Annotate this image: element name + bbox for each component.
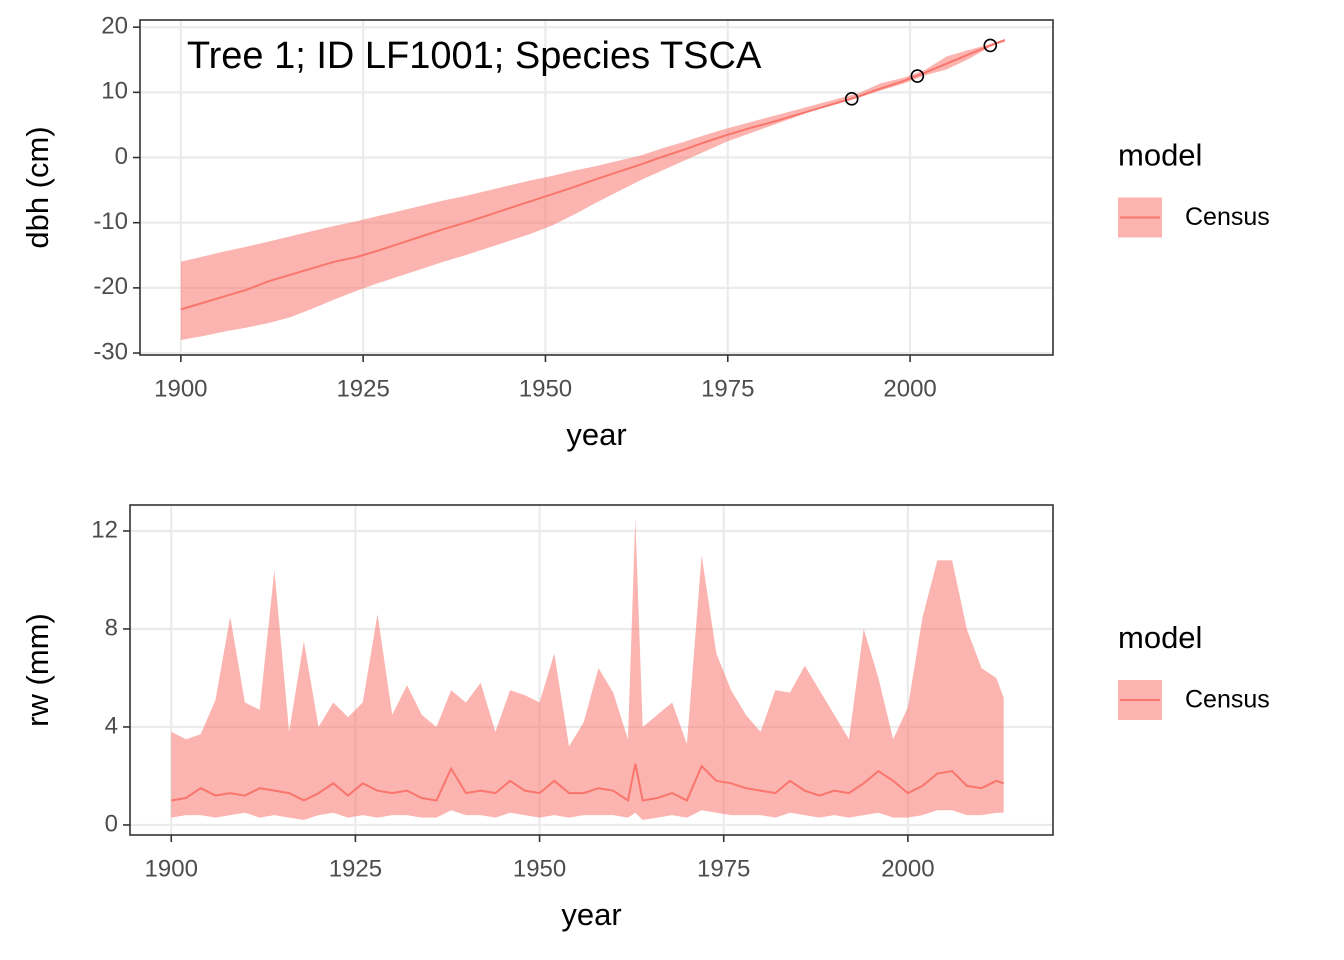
y-axis-title: rw (mm) (20, 613, 55, 727)
point (983, 38, 998, 53)
x-tick-label: 1925 (336, 375, 389, 402)
legend-label: Census (1185, 203, 1270, 231)
y-axis-title: dbh (cm) (20, 126, 55, 248)
panel-border (129, 504, 1054, 836)
y-tick-label: 10 (101, 78, 128, 105)
x-axis-title: year (566, 417, 626, 452)
y-tick-label: 20 (101, 13, 128, 40)
y-tick-label: 0 (105, 810, 118, 837)
y-tick-label: -10 (93, 208, 128, 235)
line (180, 39, 1006, 311)
x-tick-label: 2000 (881, 855, 934, 882)
ribbon (171, 518, 1004, 821)
y-tick-label: 12 (91, 516, 118, 543)
y-tick-label: 4 (105, 712, 118, 739)
y-tick-label: -30 (93, 338, 128, 365)
legend-label: Census (1185, 686, 1270, 714)
annotation: Tree 1; ID LF1001; Species TSCA (187, 35, 762, 77)
x-tick-label: 1950 (513, 855, 566, 882)
legend-title: model (1118, 138, 1202, 173)
x-tick-label: 1900 (145, 855, 198, 882)
legend-title: model (1118, 620, 1202, 655)
x-tick-label: 1900 (154, 375, 207, 402)
x-tick-label: 1925 (329, 855, 382, 882)
point (844, 92, 859, 106)
panel-border (139, 19, 1054, 356)
x-axis-title: year (561, 897, 621, 932)
x-tick-label: 1950 (519, 375, 572, 402)
y-tick-label: 8 (105, 614, 118, 641)
x-tick-label: 1975 (697, 855, 750, 882)
y-tick-label: -20 (93, 273, 128, 300)
line (171, 763, 1004, 803)
x-tick-label: 1975 (701, 375, 754, 402)
y-tick-label: 0 (115, 143, 128, 170)
x-tick-label: 2000 (883, 375, 936, 402)
point (910, 69, 925, 83)
